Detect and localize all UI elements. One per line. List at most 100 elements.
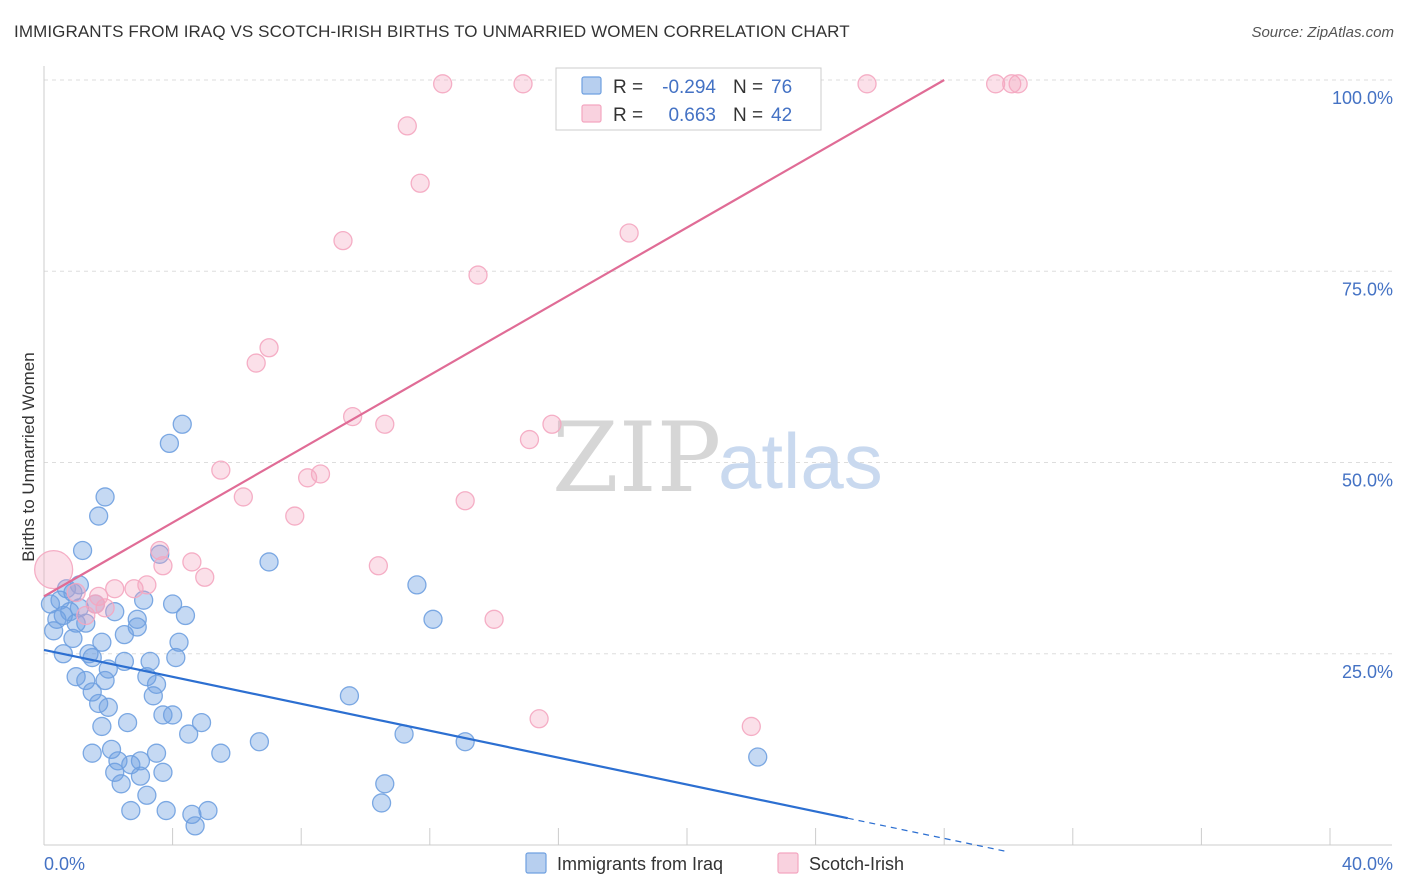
- iraq-point: [423, 609, 443, 629]
- iraq-point: [166, 647, 186, 668]
- legend-label: Immigrants from Iraq: [557, 854, 723, 874]
- iraq-point: [159, 433, 180, 454]
- iraq-point: [76, 613, 96, 633]
- y-tick-label: 100.0%: [1332, 88, 1393, 108]
- iraq-point: [140, 651, 160, 672]
- stats-n-value: 76: [771, 77, 792, 98]
- scotch-irish-point: [33, 549, 74, 590]
- iraq-point: [98, 697, 118, 717]
- iraq-point: [169, 632, 189, 652]
- scotch-irish-point: [95, 598, 115, 618]
- watermark-zip: ZIP: [552, 402, 721, 514]
- iraq-trend-extension: [847, 817, 1009, 853]
- iraq-point: [130, 751, 151, 771]
- iraq-point: [175, 605, 196, 626]
- iraq-trend-line: [43, 648, 848, 820]
- iraq-point: [191, 712, 212, 733]
- scotch-irish-point: [150, 540, 170, 561]
- iraq-point: [339, 686, 360, 706]
- scotch-irish-point: [455, 491, 475, 511]
- tick-labels: 25.0% 50.0% 75.0% 100.0% 0.0% 40.0%: [44, 88, 1393, 874]
- scotch-irish-point: [375, 414, 395, 434]
- iraq-point: [89, 693, 109, 714]
- iraq-point: [43, 621, 64, 641]
- grid-layer: [44, 79, 1392, 655]
- iraq-point: [121, 800, 141, 821]
- scotch-irish-point: [66, 582, 86, 603]
- y-axis-label: Births to Unmarried Women: [19, 352, 38, 561]
- scotch-irish-point: [105, 579, 125, 599]
- legend-swatch: [525, 852, 547, 874]
- stats-r-label: R =: [613, 77, 643, 98]
- scotch-irish-point: [1008, 74, 1028, 94]
- y-tick-label: 25.0%: [1342, 662, 1393, 682]
- iraq-point: [117, 712, 138, 733]
- iraq-point: [111, 774, 131, 794]
- iraq-point: [63, 628, 83, 649]
- x-tick-label-min: 0.0%: [44, 854, 85, 874]
- y-tick-label: 75.0%: [1342, 279, 1393, 299]
- scotch-irish-point: [153, 556, 173, 576]
- iraq-point: [92, 716, 112, 737]
- iraq-point: [95, 487, 115, 507]
- scotch-irish-point: [310, 464, 331, 484]
- iraq-point: [95, 670, 115, 691]
- scotch-irish-point: [529, 709, 549, 729]
- iraq-point: [198, 800, 218, 821]
- scotch-irish-point: [333, 230, 353, 251]
- scotch-irish-point: [137, 575, 157, 595]
- stats-box: R = -0.294 N = 76 R = 0.663 N = 42: [555, 67, 822, 131]
- stats-swatch: [581, 104, 602, 123]
- watermark-atlas: atlas: [718, 417, 883, 505]
- legend: Immigrants from Iraq Scotch-Irish: [525, 852, 904, 874]
- iraq-point: [76, 670, 96, 691]
- stats-n-label: N =: [733, 77, 763, 98]
- iraq-point: [105, 762, 125, 782]
- iraq-point: [82, 682, 102, 702]
- iraq-point: [455, 732, 475, 752]
- iraq-point: [146, 743, 167, 763]
- source-label: Source: ZipAtlas.com: [1251, 24, 1394, 41]
- scotch-irish-point: [513, 74, 533, 94]
- iraq-point: [82, 743, 102, 763]
- points-layer: [33, 74, 1028, 836]
- stats-r-value: -0.294: [662, 77, 716, 98]
- iraq-point: [259, 552, 279, 572]
- chart-title: IMMIGRANTS FROM IRAQ VS SCOTCH-IRISH BIR…: [14, 22, 850, 41]
- iraq-point: [249, 732, 270, 752]
- iraq-point: [105, 602, 125, 622]
- iraq-point: [127, 609, 147, 629]
- scotch-irish-point: [519, 429, 540, 450]
- stats-n-value: 42: [771, 105, 792, 126]
- iraq-point: [172, 414, 192, 434]
- iraq-point: [60, 602, 80, 622]
- stats-r-label: R =: [613, 105, 643, 126]
- scotch-irish-point: [233, 487, 253, 507]
- x-tick-label-max: 40.0%: [1342, 854, 1393, 874]
- iraq-point: [211, 743, 231, 763]
- iraq-point: [394, 724, 414, 744]
- scotch-irish-point: [542, 414, 562, 434]
- iraq-point: [156, 800, 176, 821]
- iraq-point: [748, 747, 768, 767]
- scotch-irish-point: [246, 353, 266, 373]
- scotch-irish-point: [397, 116, 417, 136]
- iraq-point: [137, 785, 157, 805]
- scotch-irish-point: [368, 556, 389, 576]
- watermark: ZIP atlas: [552, 402, 883, 514]
- scotch-irish-point: [89, 586, 109, 607]
- iraq-point: [72, 540, 93, 561]
- scotch-irish-point: [211, 460, 231, 480]
- scotch-irish-point: [619, 223, 639, 243]
- scotch-irish-point: [182, 552, 202, 572]
- scotch-irish-point: [741, 716, 761, 737]
- stats-r-value: 0.663: [668, 105, 716, 126]
- iraq-point: [185, 816, 205, 836]
- iraq-point: [92, 632, 112, 652]
- iraq-point: [127, 617, 147, 637]
- iraq-point: [143, 686, 163, 706]
- scotch-irish-point: [259, 338, 279, 358]
- scotch-irish-point: [985, 74, 1006, 94]
- iraq-point: [407, 575, 427, 595]
